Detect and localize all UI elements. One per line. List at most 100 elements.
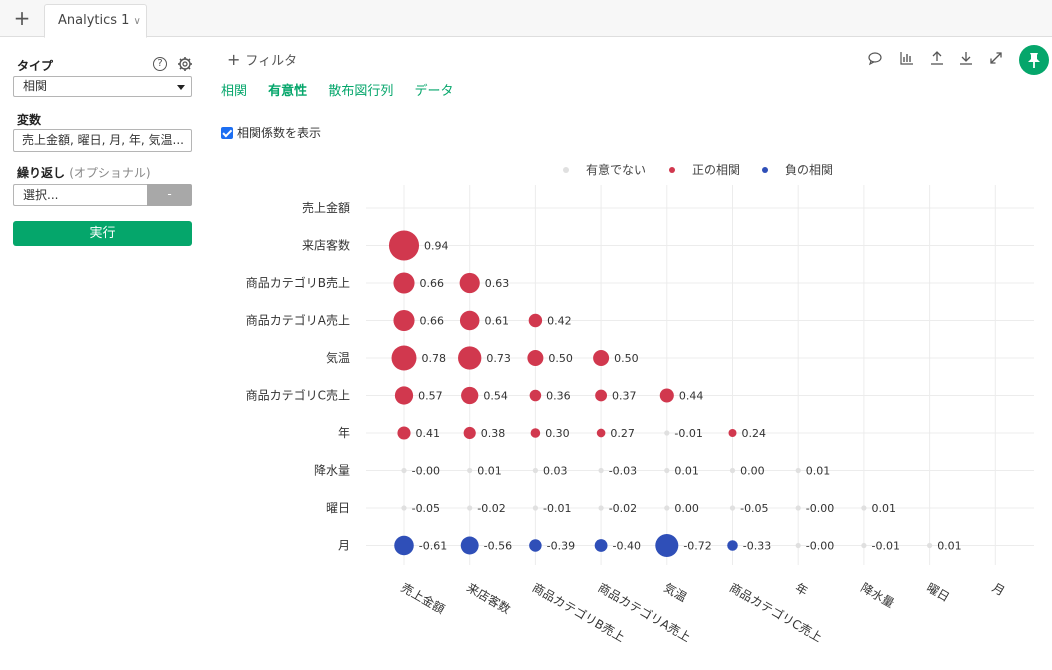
correlation-value-label: 0.01	[937, 540, 962, 553]
correlation-value-label: 0.01	[872, 502, 897, 515]
correlation-point	[388, 230, 420, 261]
show-coef-label: 相関係数を表示	[237, 126, 322, 140]
correlation-value-label: 0.36	[546, 390, 571, 403]
repeat-select[interactable]: 選択...	[13, 184, 148, 206]
sidebar: タイプ ? 相関 変数 売上金額, 曜日, 月, 年, 気温... 繰り返し (…	[0, 38, 200, 670]
repeat-clear-button[interactable]: -	[147, 184, 192, 206]
correlation-value-label: -0.01	[543, 502, 571, 515]
correlation-value-label: 0.61	[484, 315, 509, 328]
correlation-point	[727, 540, 738, 551]
caret-down-icon	[177, 85, 185, 90]
subtab-correlation[interactable]: 相関	[221, 84, 248, 99]
correlation-value-label: -0.03	[609, 465, 637, 478]
correlation-value-label: -0.72	[683, 540, 711, 553]
correlation-value-label: 0.73	[486, 352, 511, 365]
y-tick-label: 月	[338, 539, 350, 553]
correlation-point	[659, 388, 674, 403]
correlation-point	[460, 536, 479, 555]
x-tick-label: 商品カテゴリC売上	[727, 580, 825, 645]
correlation-point	[595, 389, 608, 402]
grid-lines	[366, 185, 1034, 565]
correlation-value-label: 0.00	[740, 465, 765, 478]
correlation-point	[459, 310, 480, 331]
comment-icon[interactable]	[867, 50, 883, 66]
tab-label: Analytics 1	[58, 13, 130, 28]
legend-label: 正の相関	[692, 163, 740, 177]
upload-icon[interactable]	[929, 50, 945, 66]
correlation-point	[467, 505, 473, 511]
help-icon[interactable]: ?	[153, 57, 167, 71]
type-select[interactable]: 相関	[13, 76, 192, 97]
correlation-point	[458, 346, 482, 370]
chart-icon[interactable]	[899, 50, 915, 66]
correlation-value-label: -0.01	[872, 540, 900, 553]
correlation-value-label: 0.63	[485, 277, 510, 290]
correlation-value-label: 0.24	[742, 427, 767, 440]
subtab-data[interactable]: データ	[414, 84, 454, 99]
legend-marker	[563, 167, 569, 173]
correlation-point	[401, 467, 407, 474]
tab-analytics-1[interactable]: Analytics 1 ∨	[44, 4, 147, 38]
correlation-value-label: 0.66	[420, 315, 445, 328]
correlation-point	[927, 542, 933, 549]
add-tab-button[interactable]: +	[13, 6, 31, 30]
correlation-point	[593, 350, 610, 366]
run-button[interactable]: 実行	[13, 221, 192, 246]
correlation-point	[861, 542, 867, 549]
variables-field[interactable]: 売上金額, 曜日, 月, 年, 気温...	[13, 129, 192, 152]
repeat-label-text: 繰り返し	[17, 166, 66, 180]
filter-button[interactable]: + フィルタ	[227, 50, 297, 69]
correlation-point	[393, 309, 415, 332]
show-coef-checkbox[interactable]	[221, 127, 233, 139]
show-coef-option[interactable]: 相関係数を表示	[221, 124, 321, 141]
y-tick-label: 年	[338, 426, 350, 440]
legend-marker	[669, 167, 675, 173]
correlation-point	[594, 539, 608, 552]
legend-label: 有意でない	[586, 162, 646, 177]
correlation-point	[463, 426, 476, 440]
pin-icon	[1028, 53, 1040, 68]
type-label: タイプ	[17, 59, 54, 73]
x-tick-label: 気温	[661, 580, 689, 605]
correlation-point	[394, 386, 414, 405]
correlation-value-label: 0.01	[477, 465, 502, 478]
correlation-value-label: 0.42	[547, 315, 572, 328]
correlation-point	[527, 350, 544, 366]
correlation-point	[728, 429, 737, 437]
chevron-down-icon[interactable]: ∨	[133, 16, 141, 27]
correlation-point	[795, 467, 801, 474]
expand-icon[interactable]	[988, 50, 1004, 66]
correlation-point	[598, 505, 604, 511]
correlation-value-label: -0.00	[806, 540, 834, 553]
correlation-value-label: -0.05	[740, 502, 768, 515]
subtab-scatter-matrix[interactable]: 散布図行列	[328, 84, 394, 99]
correlation-value-label: 0.44	[679, 390, 704, 403]
correlation-value-label: 0.66	[420, 277, 445, 290]
download-icon[interactable]	[958, 50, 974, 66]
gear-icon[interactable]	[177, 56, 193, 72]
correlation-value-label: 0.50	[548, 352, 573, 365]
correlation-point	[393, 272, 415, 294]
x-tick-label: 売上金額	[399, 580, 448, 617]
subtab-significance[interactable]: 有意性	[268, 84, 308, 99]
correlation-point	[729, 505, 736, 511]
correlation-value-label: 0.94	[424, 240, 449, 253]
variables-label: 変数	[17, 113, 42, 127]
correlation-point	[529, 539, 542, 552]
correlation-point	[394, 535, 414, 556]
y-tick-label: 商品カテゴリA売上	[246, 313, 350, 328]
x-tick-label: 曜日	[924, 580, 952, 604]
correlation-point	[391, 345, 417, 371]
correlation-value-label: 0.78	[421, 352, 446, 365]
correlation-point	[467, 467, 473, 474]
y-tick-label: 売上金額	[302, 200, 350, 215]
correlation-point	[461, 386, 479, 405]
y-tick-label: 降水量	[314, 464, 350, 478]
pin-button[interactable]	[1019, 45, 1049, 75]
correlation-point	[664, 505, 670, 511]
x-tick-label: 月	[990, 580, 1007, 598]
repeat-optional-text: (オプショナル)	[69, 166, 151, 180]
x-tick-label: 年	[793, 580, 810, 598]
correlation-value-label: -0.02	[609, 502, 637, 515]
